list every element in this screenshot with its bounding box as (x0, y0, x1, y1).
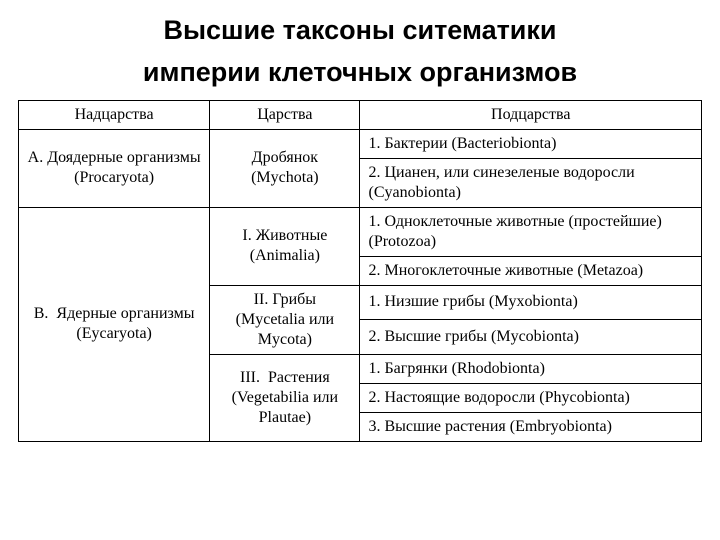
col-header-subkingdom: Подцарства (360, 100, 702, 129)
cell-subkingdom: 2. Цианен, или синезеленые водоросли (Cy… (360, 158, 702, 207)
table-row: В. Ядерные организмы (Eycaryota) I. Живо… (19, 207, 702, 256)
title-line-2: империи клеточных организмов (18, 52, 702, 94)
cell-subkingdom: 1. Низшие грибы (Myxobionta) (360, 285, 702, 320)
cell-subkingdom: 1. Багрянки (Rhodobionta) (360, 354, 702, 383)
cell-subkingdom: 2. Высшие грибы (Mycobionta) (360, 320, 702, 355)
cell-superkingdom-b: В. Ядерные организмы (Eycaryota) (19, 207, 210, 441)
col-header-kingdom: Царства (210, 100, 360, 129)
title-line-1: Высшие таксоны ситематики (18, 10, 702, 52)
cell-subkingdom: 1. Одноклеточные животные (простейшие) (… (360, 207, 702, 256)
cell-kingdom-mycota: II. Грибы (Mycetalia или Mycota) (210, 285, 360, 354)
cell-kingdom-animalia: I. Животные (Animalia) (210, 207, 360, 285)
cell-subkingdom: 2. Настоящие водоросли (Phycobionta) (360, 383, 702, 412)
cell-superkingdom-a: А. Доядерные организмы (Procaryota) (19, 129, 210, 207)
cell-kingdom-vegetabilia: III. Растения (Vegetabilia или Plautae) (210, 354, 360, 441)
cell-subkingdom: 3. Высшие растения (Embryobionta) (360, 412, 702, 441)
col-header-superkingdom: Надцарства (19, 100, 210, 129)
cell-subkingdom: 1. Бактерии (Bacteriobionta) (360, 129, 702, 158)
table-row: А. Доядерные организмы (Procaryota) Дроб… (19, 129, 702, 158)
taxa-table: Надцарства Царства Подцарства А. Доядерн… (18, 100, 702, 442)
cell-subkingdom: 2. Многоклеточные животные (Metazoa) (360, 256, 702, 285)
cell-kingdom-mychota: Дробянок (Mychota) (210, 129, 360, 207)
title-block: Высшие таксоны ситематики империи клеточ… (18, 10, 702, 94)
table-header-row: Надцарства Царства Подцарства (19, 100, 702, 129)
